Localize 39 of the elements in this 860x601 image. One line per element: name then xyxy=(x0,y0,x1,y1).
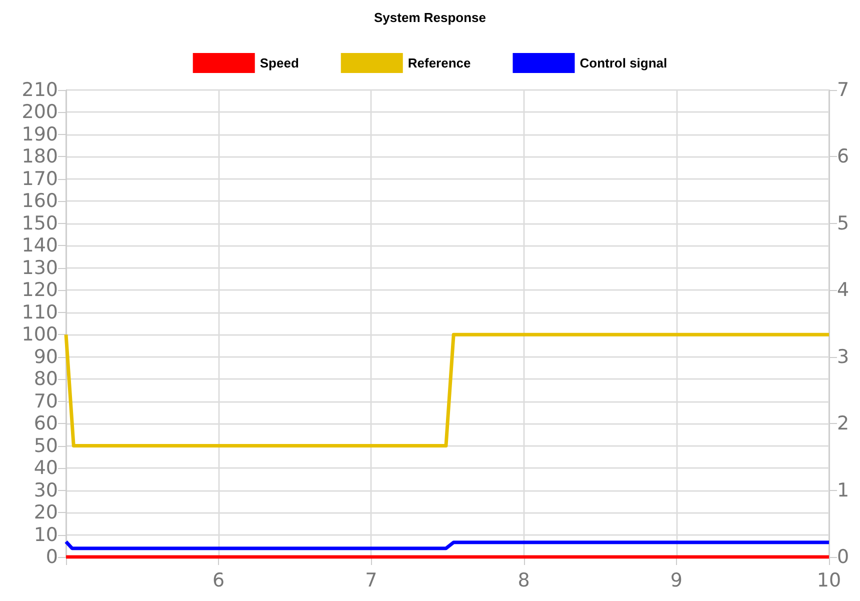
y-tick-label: 170 xyxy=(22,168,58,190)
x-tick-label: 7 xyxy=(365,570,378,592)
y-tick-label: 130 xyxy=(22,256,58,279)
y-tick-label: 110 xyxy=(22,301,58,324)
y-tick-label: 80 xyxy=(34,368,58,390)
y-tick-label: 180 xyxy=(22,146,58,168)
y-tick-label: 210 xyxy=(22,79,58,101)
x-tick-label: 10 xyxy=(816,570,842,592)
y-tick-label: 50 xyxy=(34,434,58,457)
y2-tick-label: 3 xyxy=(837,346,850,368)
y2-tick-label: 0 xyxy=(837,546,850,568)
x-tick-label: 9 xyxy=(670,570,682,592)
y-tick-label: 150 xyxy=(22,212,58,234)
legend-label: Control signal xyxy=(580,56,668,70)
y2-tick-label: 7 xyxy=(837,79,850,101)
legend-label: Speed xyxy=(260,56,299,70)
y-tick-label: 70 xyxy=(34,390,58,412)
y2-tick-label: 1 xyxy=(837,479,850,502)
y-tick-label: 20 xyxy=(34,502,58,524)
y-tick-label: 190 xyxy=(22,123,58,146)
x-tick-label: 6 xyxy=(212,570,225,592)
y-tick-label: 40 xyxy=(34,457,58,480)
y-tick-label: 100 xyxy=(22,324,58,346)
y-tick-label: 140 xyxy=(22,234,58,257)
y2-tick-label: 2 xyxy=(837,412,850,435)
legend-label: Reference xyxy=(408,56,471,70)
y-tick-label: 90 xyxy=(34,346,58,368)
y-tick-label: 60 xyxy=(34,412,58,435)
y-tick-label: 10 xyxy=(34,524,58,546)
y2-tick-label: 4 xyxy=(837,279,850,302)
y2-tick-label: 5 xyxy=(837,212,850,234)
y-tick-label: 0 xyxy=(46,546,58,568)
y-tick-label: 120 xyxy=(22,279,58,302)
y-tick-label: 30 xyxy=(34,479,58,502)
chart-title: System Response xyxy=(374,10,486,25)
x-tick-label: 8 xyxy=(518,570,530,592)
y-tick-label: 160 xyxy=(22,190,58,212)
y2-tick-label: 6 xyxy=(837,146,850,168)
y-tick-label: 200 xyxy=(22,101,58,124)
